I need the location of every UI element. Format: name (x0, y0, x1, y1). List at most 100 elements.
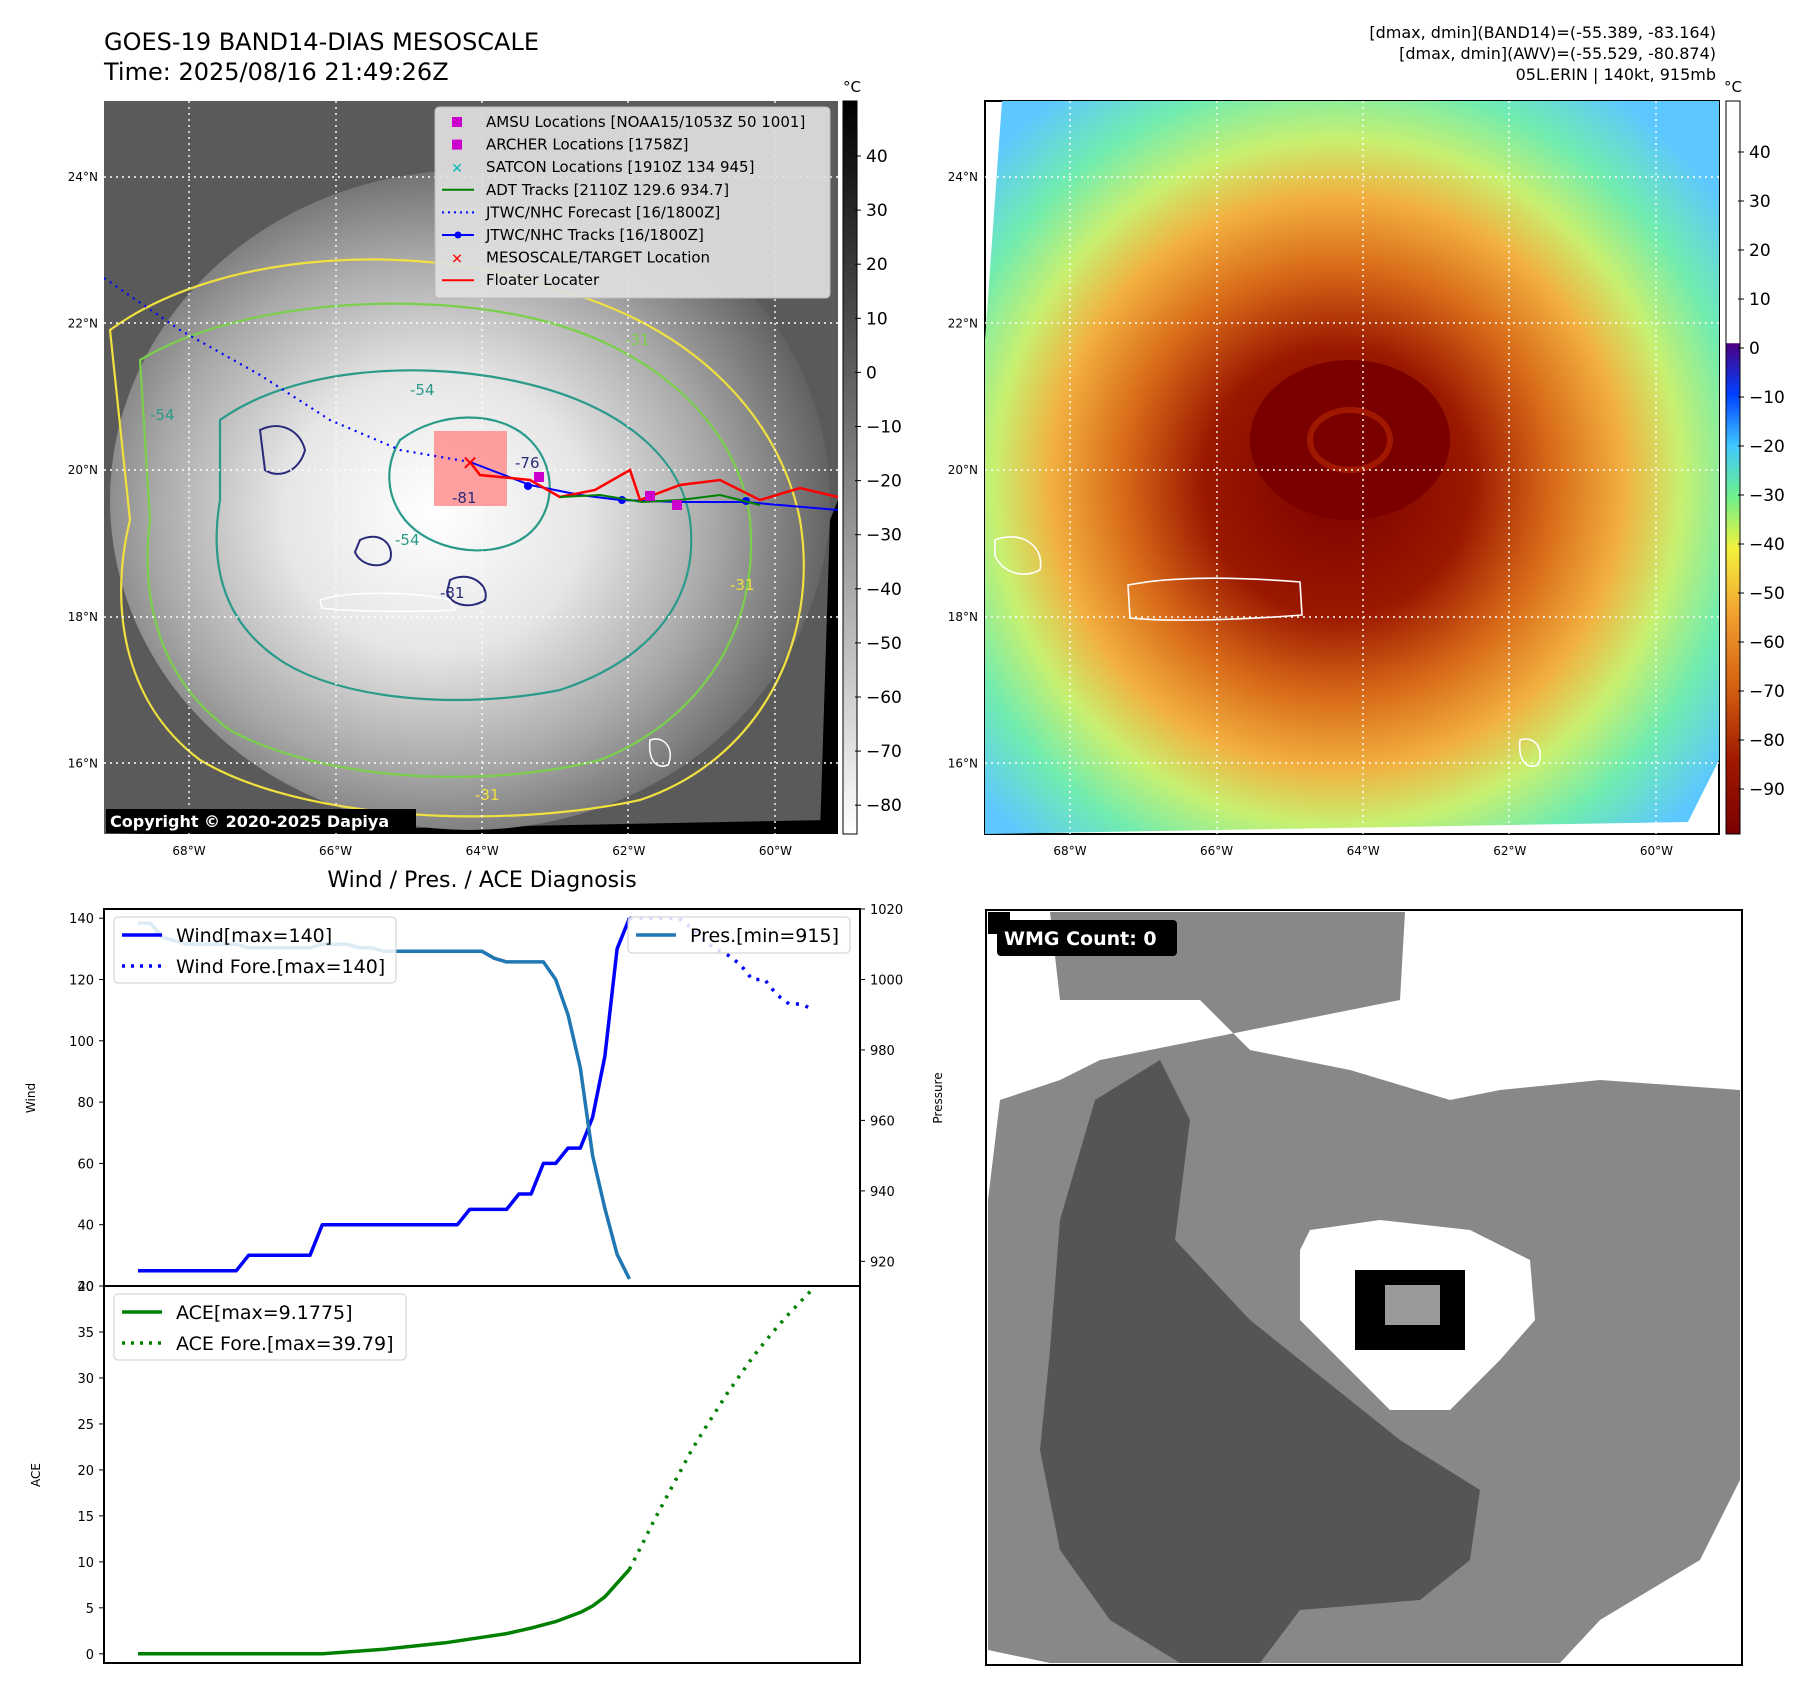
diagnosis-title: Wind / Pres. / ACE Diagnosis (327, 868, 636, 893)
legend-item: ✕ SATCON Locations [1910Z 134 945] (451, 158, 754, 177)
wmg-label-box (997, 920, 1177, 956)
colorbar-tick-label: −90 (1749, 780, 1785, 800)
ace-forecast-series-line (627, 1286, 815, 1571)
legend-wind-fore-label: Wind Fore.[max=140] (176, 956, 385, 978)
ace-y-ticks: 0 5 10 15 20 25 30 35 40 (77, 1280, 104, 1663)
lat-tick: 18°N (948, 610, 978, 624)
target-box (434, 431, 507, 506)
legend-item-label: AMSU Locations [NOAA15/1053Z 50 1001] (486, 113, 805, 131)
colorbar-tick-label: −70 (1749, 682, 1785, 702)
svg-text:-31: -31 (475, 786, 500, 804)
legend-item: ADT Tracks [2110Z 129.6 934.7] (442, 181, 729, 199)
wind-y-tick-label: 80 (77, 1096, 94, 1111)
pressure-y-tick-label: 1020 (870, 903, 903, 918)
ace-y-tick-label: 30 (77, 1372, 94, 1387)
svg-text:-81: -81 (452, 489, 477, 507)
colorbar-tick-label: −60 (866, 688, 902, 708)
wind-pressure-chart: Wind / Pres. / ACE Diagnosis 20406080100… (24, 868, 945, 1295)
colorbar-tick-label: 20 (1749, 241, 1771, 261)
lat-tick: 22°N (948, 317, 978, 331)
pressure-y-tick-label: 940 (870, 1185, 895, 1200)
pressure-y-tick-label: 960 (870, 1114, 895, 1129)
lon-tick: 68°W (172, 844, 205, 858)
wind-y-tick-label: 140 (69, 912, 94, 927)
pressure-y-ticks: 920 940 960 980 1000 1020 (860, 903, 903, 1270)
colorbar-tick-label: 30 (866, 201, 888, 221)
colorbar-tick-label: −40 (1749, 535, 1785, 555)
legend-item-label: SATCON Locations [1910Z 134 945] (486, 158, 754, 176)
legend-item: Floater Locater (442, 271, 600, 289)
copyright-box (106, 809, 416, 833)
lat-tick: 24°N (948, 170, 978, 184)
lat-tick: 24°N (68, 170, 98, 184)
colorbar-tick-label: −30 (866, 526, 902, 546)
awv-lon-ticks: 68°W 66°W 64°W 62°W 60°W (1053, 844, 1673, 858)
lon-tick: 60°W (1640, 844, 1673, 858)
colorbar-tick-label: −50 (866, 634, 902, 654)
legend-item: ARCHER Locations [1758Z] (452, 136, 689, 154)
wind-y-tick-label: 60 (77, 1157, 94, 1172)
awv-colorbar (1725, 100, 1741, 835)
awv-map-panel: 24°N 22°N 20°N 18°N 16°N 68°W 66°W 64°W 62°W 60°… (948, 78, 1785, 858)
ace-series-line (138, 1568, 631, 1656)
ir-map-legend: AMSU Locations [NOAA15/1053Z 50 1001] ARC… (434, 106, 831, 299)
amsu-archer-markers (534, 472, 682, 510)
adt-track (559, 493, 761, 506)
ir-map-panel: ✕ -54 -54 -31 -31 -76 -81 -81 -54 -31 AM… (68, 78, 902, 858)
ace-y-tick-label: 35 (77, 1326, 94, 1341)
ir-island-puerto-rico (319, 592, 457, 613)
pressure-y-tick-label: 980 (870, 1044, 895, 1059)
ace-legend: ACE[max=9.1775] ACE Fore.[max=39.79] (113, 1293, 407, 1361)
legend-pressure-label: Pres.[min=915] (690, 925, 839, 947)
legend-item-label: ARCHER Locations [1758Z] (486, 136, 689, 154)
colorbar-tick-label: 30 (1749, 192, 1771, 212)
wind-legend: Wind[max=140] Wind Fore.[max=140] (113, 916, 397, 984)
wind-y-tick-label: 100 (69, 1035, 94, 1050)
colorbar-tick-label: −40 (866, 580, 902, 600)
legend-item-label: ADT Tracks [2110Z 129.6 934.7] (486, 181, 729, 199)
awv-island-hispaniola (994, 536, 1042, 575)
ir-colorbar (842, 100, 858, 835)
lat-tick: 16°N (948, 756, 978, 770)
colorbar-tick-label: −80 (866, 796, 902, 816)
ace-y-tick-label: 10 (77, 1556, 94, 1571)
colorbar-tick-label: −50 (1749, 584, 1785, 604)
legend-marker-square (452, 139, 462, 150)
ir-colorbar-ticks: 40 30 20 10 0 −10 −20 −30 −40 −50 −60 −70 −80 (855, 147, 902, 816)
pressure-y-label: Pressure (931, 1072, 945, 1123)
lon-tick: 60°W (759, 844, 792, 858)
lat-tick: 22°N (68, 317, 98, 331)
colorbar-tick-label: −20 (866, 472, 902, 492)
wind-series-line (138, 917, 632, 1273)
lon-tick: 62°W (612, 844, 645, 858)
wmg-panel: WMG Count: 0 (985, 909, 1743, 1666)
legend-item-label: JTWC/NHC Forecast [16/1800Z] (485, 203, 720, 221)
awv-colorbar-ticks: 40 30 20 10 0 −10 −20 −30 −40 −50 −60 −70 −80 −90 (1738, 143, 1785, 800)
info-awv: [dmax, dmin](AWV)=(-55.529, -80.874) (1399, 44, 1716, 63)
legend-marker-x: ✕ (451, 252, 463, 268)
legend-item-label: MESOSCALE/TARGET Location (486, 249, 710, 267)
lon-tick: 64°W (1347, 844, 1380, 858)
pressure-legend: Pres.[min=915] (627, 916, 851, 954)
wmg-dark-band (1040, 1060, 1480, 1663)
legend-item: JTWC/NHC Tracks [16/1800Z] (442, 226, 704, 244)
awv-island-puerto-rico (1127, 577, 1303, 621)
pressure-y-tick-label: 920 (870, 1255, 895, 1270)
colorbar-tick-label: −60 (1749, 633, 1785, 653)
ir-lat-ticks: 24°N 22°N 20°N 18°N 16°N (68, 170, 98, 770)
legend-marker-x: ✕ (451, 161, 463, 177)
colorbar-tick-label: 40 (866, 147, 888, 167)
svg-text:-76: -76 (515, 454, 540, 472)
copyright-text: Copyright © 2020-2025 Dapiya (110, 812, 389, 831)
figure-time: Time: 2025/08/16 21:49:26Z (103, 58, 449, 86)
svg-text:-54: -54 (150, 406, 175, 424)
legend-ace-fore-label: ACE Fore.[max=39.79] (176, 1333, 394, 1355)
colorbar-tick-label: −70 (866, 742, 902, 762)
contour-cold-cores (258, 425, 487, 607)
pressure-y-tick-label: 1000 (870, 973, 903, 988)
colorbar-tick-label: 0 (866, 363, 877, 383)
ace-y-tick-label: 25 (77, 1418, 94, 1433)
wind-y-label: Wind (24, 1083, 38, 1113)
svg-text:-54: -54 (410, 381, 435, 399)
